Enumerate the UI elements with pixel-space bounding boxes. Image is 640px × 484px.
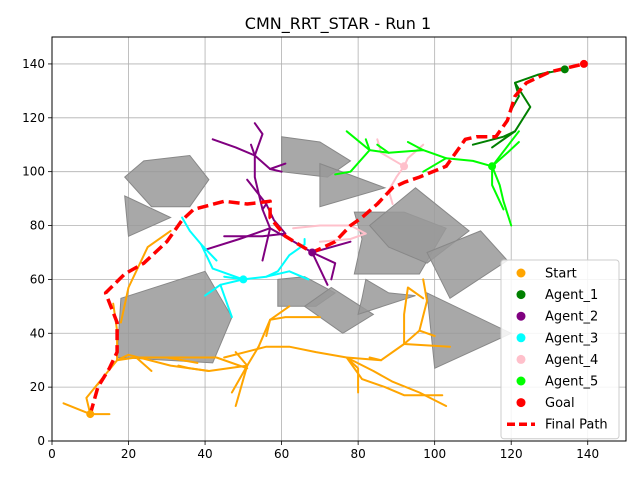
y-tick-label: 100 (22, 165, 45, 179)
y-tick-label: 120 (22, 111, 45, 125)
chart-title: CMN_RRT_STAR - Run 1 (245, 14, 431, 34)
start-tree-branch (177, 364, 210, 372)
agent-5-branch (368, 149, 494, 168)
x-tick-label: 120 (500, 447, 523, 461)
agent-5-branch (422, 157, 448, 173)
plot-frame (51, 36, 627, 442)
legend-box (500, 259, 620, 440)
legend-label: Start (545, 267, 577, 282)
legend-label: Agent_4 (545, 353, 598, 368)
agent-2-branch (261, 227, 272, 262)
obstacle-polygon (303, 286, 375, 334)
agent-5-marker (488, 162, 497, 171)
agent-2-branch (211, 138, 256, 157)
agent-3-branch (200, 243, 218, 262)
start-tree-branch (368, 356, 383, 362)
legend-swatch-goal (516, 398, 526, 408)
agent-5-branch (491, 130, 520, 168)
legend-label: Final Path (545, 418, 608, 433)
start-tree-branch (135, 356, 153, 372)
agent-4-branch (292, 224, 352, 230)
start-tree-branch (119, 229, 172, 324)
agent-2-branch (269, 162, 287, 170)
legend-label: Agent_3 (545, 331, 598, 346)
markers (86, 59, 588, 419)
start-tree-branch (223, 278, 428, 362)
agent-3-branch (265, 270, 310, 281)
x-tick-label: 0 (48, 447, 56, 461)
x-tick-label: 140 (576, 447, 599, 461)
legend-swatch-start (516, 268, 526, 278)
legend-swatch-agent-1 (516, 290, 526, 300)
legend-swatch-agent-4 (516, 354, 526, 364)
start-tree-branch (234, 364, 249, 407)
x-tick-label: 100 (423, 447, 446, 461)
y-tick-label: 40 (30, 326, 45, 340)
x-tick-label: 20 (121, 447, 136, 461)
axis-ticks: 0 20 40 60 80 100 120 140 0 20 40 60 80 100 120 140 (22, 57, 599, 461)
legend-swatch-agent-5 (516, 376, 526, 386)
start-tree-branch (265, 318, 272, 337)
start-tree-branch (269, 316, 321, 321)
agent-trees (181, 68, 566, 319)
y-tick-label: 80 (30, 219, 45, 233)
agent-1-marker (560, 65, 569, 74)
legend-swatch-agent-3 (516, 333, 526, 343)
agent-2-marker (308, 248, 317, 257)
start-tree-branch (230, 364, 249, 394)
x-tick-label: 80 (350, 447, 365, 461)
legend-swatch-agent-2 (516, 311, 526, 321)
obstacle-polygon (357, 278, 416, 316)
y-tick-label: 20 (30, 380, 45, 394)
legend-label: Agent_5 (545, 375, 598, 390)
start-tree-branch (165, 356, 199, 364)
start-tree-branch (257, 305, 291, 348)
agent-3-branch (242, 238, 306, 281)
legend-label: Agent_1 (545, 288, 598, 303)
start-tree-branch (85, 356, 249, 416)
start-tree-branch (403, 343, 451, 348)
agent-5-branch (345, 130, 371, 152)
agent-4-branch (318, 224, 367, 243)
y-tick-label: 60 (30, 272, 45, 286)
agent-4-branch (387, 165, 406, 205)
goal-marker (579, 59, 588, 68)
start-tree-branch (418, 329, 436, 337)
obstacle-polygon (124, 195, 172, 238)
start-tree-branch (345, 356, 360, 394)
obstacle-polygon (123, 154, 210, 208)
agent-2-branch (311, 251, 329, 286)
agent-2-branch (311, 251, 337, 281)
y-tick-label: 0 (37, 434, 45, 448)
start-tree-branch (403, 286, 425, 345)
agent-3-marker (239, 275, 248, 284)
agent-2-branch (253, 154, 283, 173)
start-marker (86, 410, 95, 419)
agent-5-branch (406, 141, 425, 152)
agent-5-branch (491, 141, 520, 168)
start-tree-branch (345, 356, 444, 397)
start-tree-branch (62, 402, 92, 416)
legend-label: Agent_2 (545, 310, 598, 325)
start-tree-branch (345, 356, 448, 407)
legend-label: Goal (545, 396, 575, 411)
y-tick-label: 140 (22, 57, 45, 71)
agent-5-branch (334, 149, 371, 176)
agent-2-branch (253, 122, 264, 157)
agent-5-branch (491, 165, 505, 211)
obstacle-polygon (116, 270, 233, 364)
agent-1-branch (471, 130, 516, 146)
x-tick-label: 40 (197, 447, 212, 461)
agent-4-marker (400, 162, 409, 171)
agent-2-branch (204, 227, 272, 251)
agent-5-branch (491, 165, 513, 227)
legend: Start Agent_1 Agent_2 Agent_3 Agent_4 Agent_5… (500, 259, 620, 440)
agent-3-branch (219, 283, 233, 319)
obstacle-polygon (426, 292, 513, 370)
agent-4-branch (376, 138, 406, 168)
x-tick-label: 60 (274, 447, 289, 461)
agent-5-branch (376, 143, 390, 154)
